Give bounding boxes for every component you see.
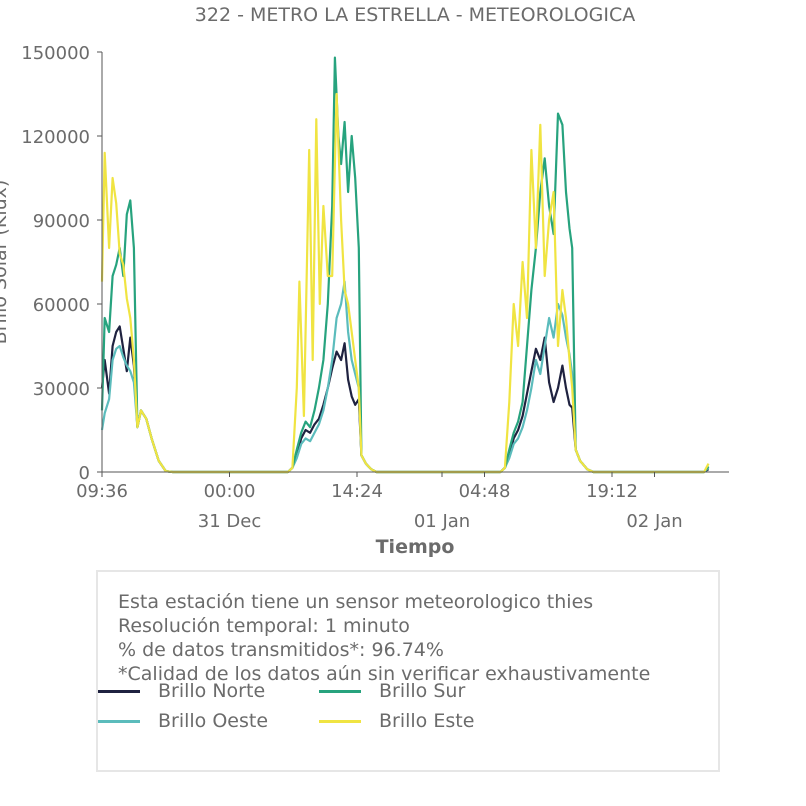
x-tick-label: 14:24 bbox=[331, 481, 383, 502]
legend-swatch-norte bbox=[98, 689, 140, 693]
y-axis-label: Brillo Solar (Klux) bbox=[0, 180, 11, 345]
series-line-brillo-este bbox=[100, 92, 710, 474]
x-tick-date-label: 01 Jan bbox=[414, 511, 470, 532]
legend-swatch-oeste bbox=[98, 719, 140, 723]
x-tick-label: 04:48 bbox=[459, 481, 511, 502]
chart-title: 322 - METRO LA ESTRELLA - METEOROLOGICA bbox=[195, 4, 635, 26]
legend-label-sur: Brillo Sur bbox=[379, 680, 466, 702]
legend-label-oeste: Brillo Oeste bbox=[158, 710, 269, 732]
series-line-brillo-norte bbox=[100, 325, 710, 474]
legend-label-norte: Brillo Norte bbox=[158, 680, 266, 702]
legend-swatch-este bbox=[319, 719, 361, 723]
plot-area bbox=[100, 56, 710, 474]
info-line-quality: *Calidad de los datos aún sin verificar … bbox=[118, 663, 651, 685]
x-tick-label: 00:00 bbox=[204, 481, 256, 502]
legend-label-este: Brillo Este bbox=[379, 710, 475, 732]
series-line-brillo-oeste bbox=[100, 280, 710, 474]
axes: 0 30000 60000 90000 120000 150000 09:36 00:00 31… bbox=[21, 43, 729, 532]
y-tick-label: 30000 bbox=[33, 379, 90, 400]
y-tick-label: 0 bbox=[79, 463, 90, 484]
x-axis-label: Tiempo bbox=[376, 536, 455, 558]
legend-item-norte: Brillo Norte bbox=[98, 680, 265, 702]
x-tick-label: 09:36 bbox=[76, 481, 128, 502]
y-tick-label: 120000 bbox=[21, 127, 90, 148]
info-line-transmitted: % de datos transmitidos*: 96.74% bbox=[118, 639, 444, 661]
y-tick-label: 90000 bbox=[33, 211, 90, 232]
info-line-resolution: Resolución temporal: 1 minuto bbox=[118, 615, 410, 637]
legend-swatch-sur bbox=[319, 689, 361, 693]
legend-item-este: Brillo Este bbox=[319, 710, 474, 732]
x-tick-label: 19:12 bbox=[586, 481, 638, 502]
chart: 322 - METRO LA ESTRELLA - METEOROLOGICA … bbox=[0, 4, 729, 558]
info-legend-box: Esta estación tiene un sensor meteorolog… bbox=[96, 570, 720, 772]
legend-item-sur: Brillo Sur bbox=[319, 680, 465, 702]
info-line-sensor: Esta estación tiene un sensor meteorolog… bbox=[118, 591, 594, 613]
station-info: Esta estación tiene un sensor meteorolog… bbox=[118, 590, 650, 686]
legend-item-oeste: Brillo Oeste bbox=[98, 710, 268, 732]
x-tick-date-label: 31 Dec bbox=[198, 511, 261, 532]
series-line-brillo-sur bbox=[100, 56, 710, 474]
x-tick-date-label: 02 Jan bbox=[626, 511, 682, 532]
y-tick-label: 150000 bbox=[21, 43, 90, 64]
y-tick-label: 60000 bbox=[33, 295, 90, 316]
